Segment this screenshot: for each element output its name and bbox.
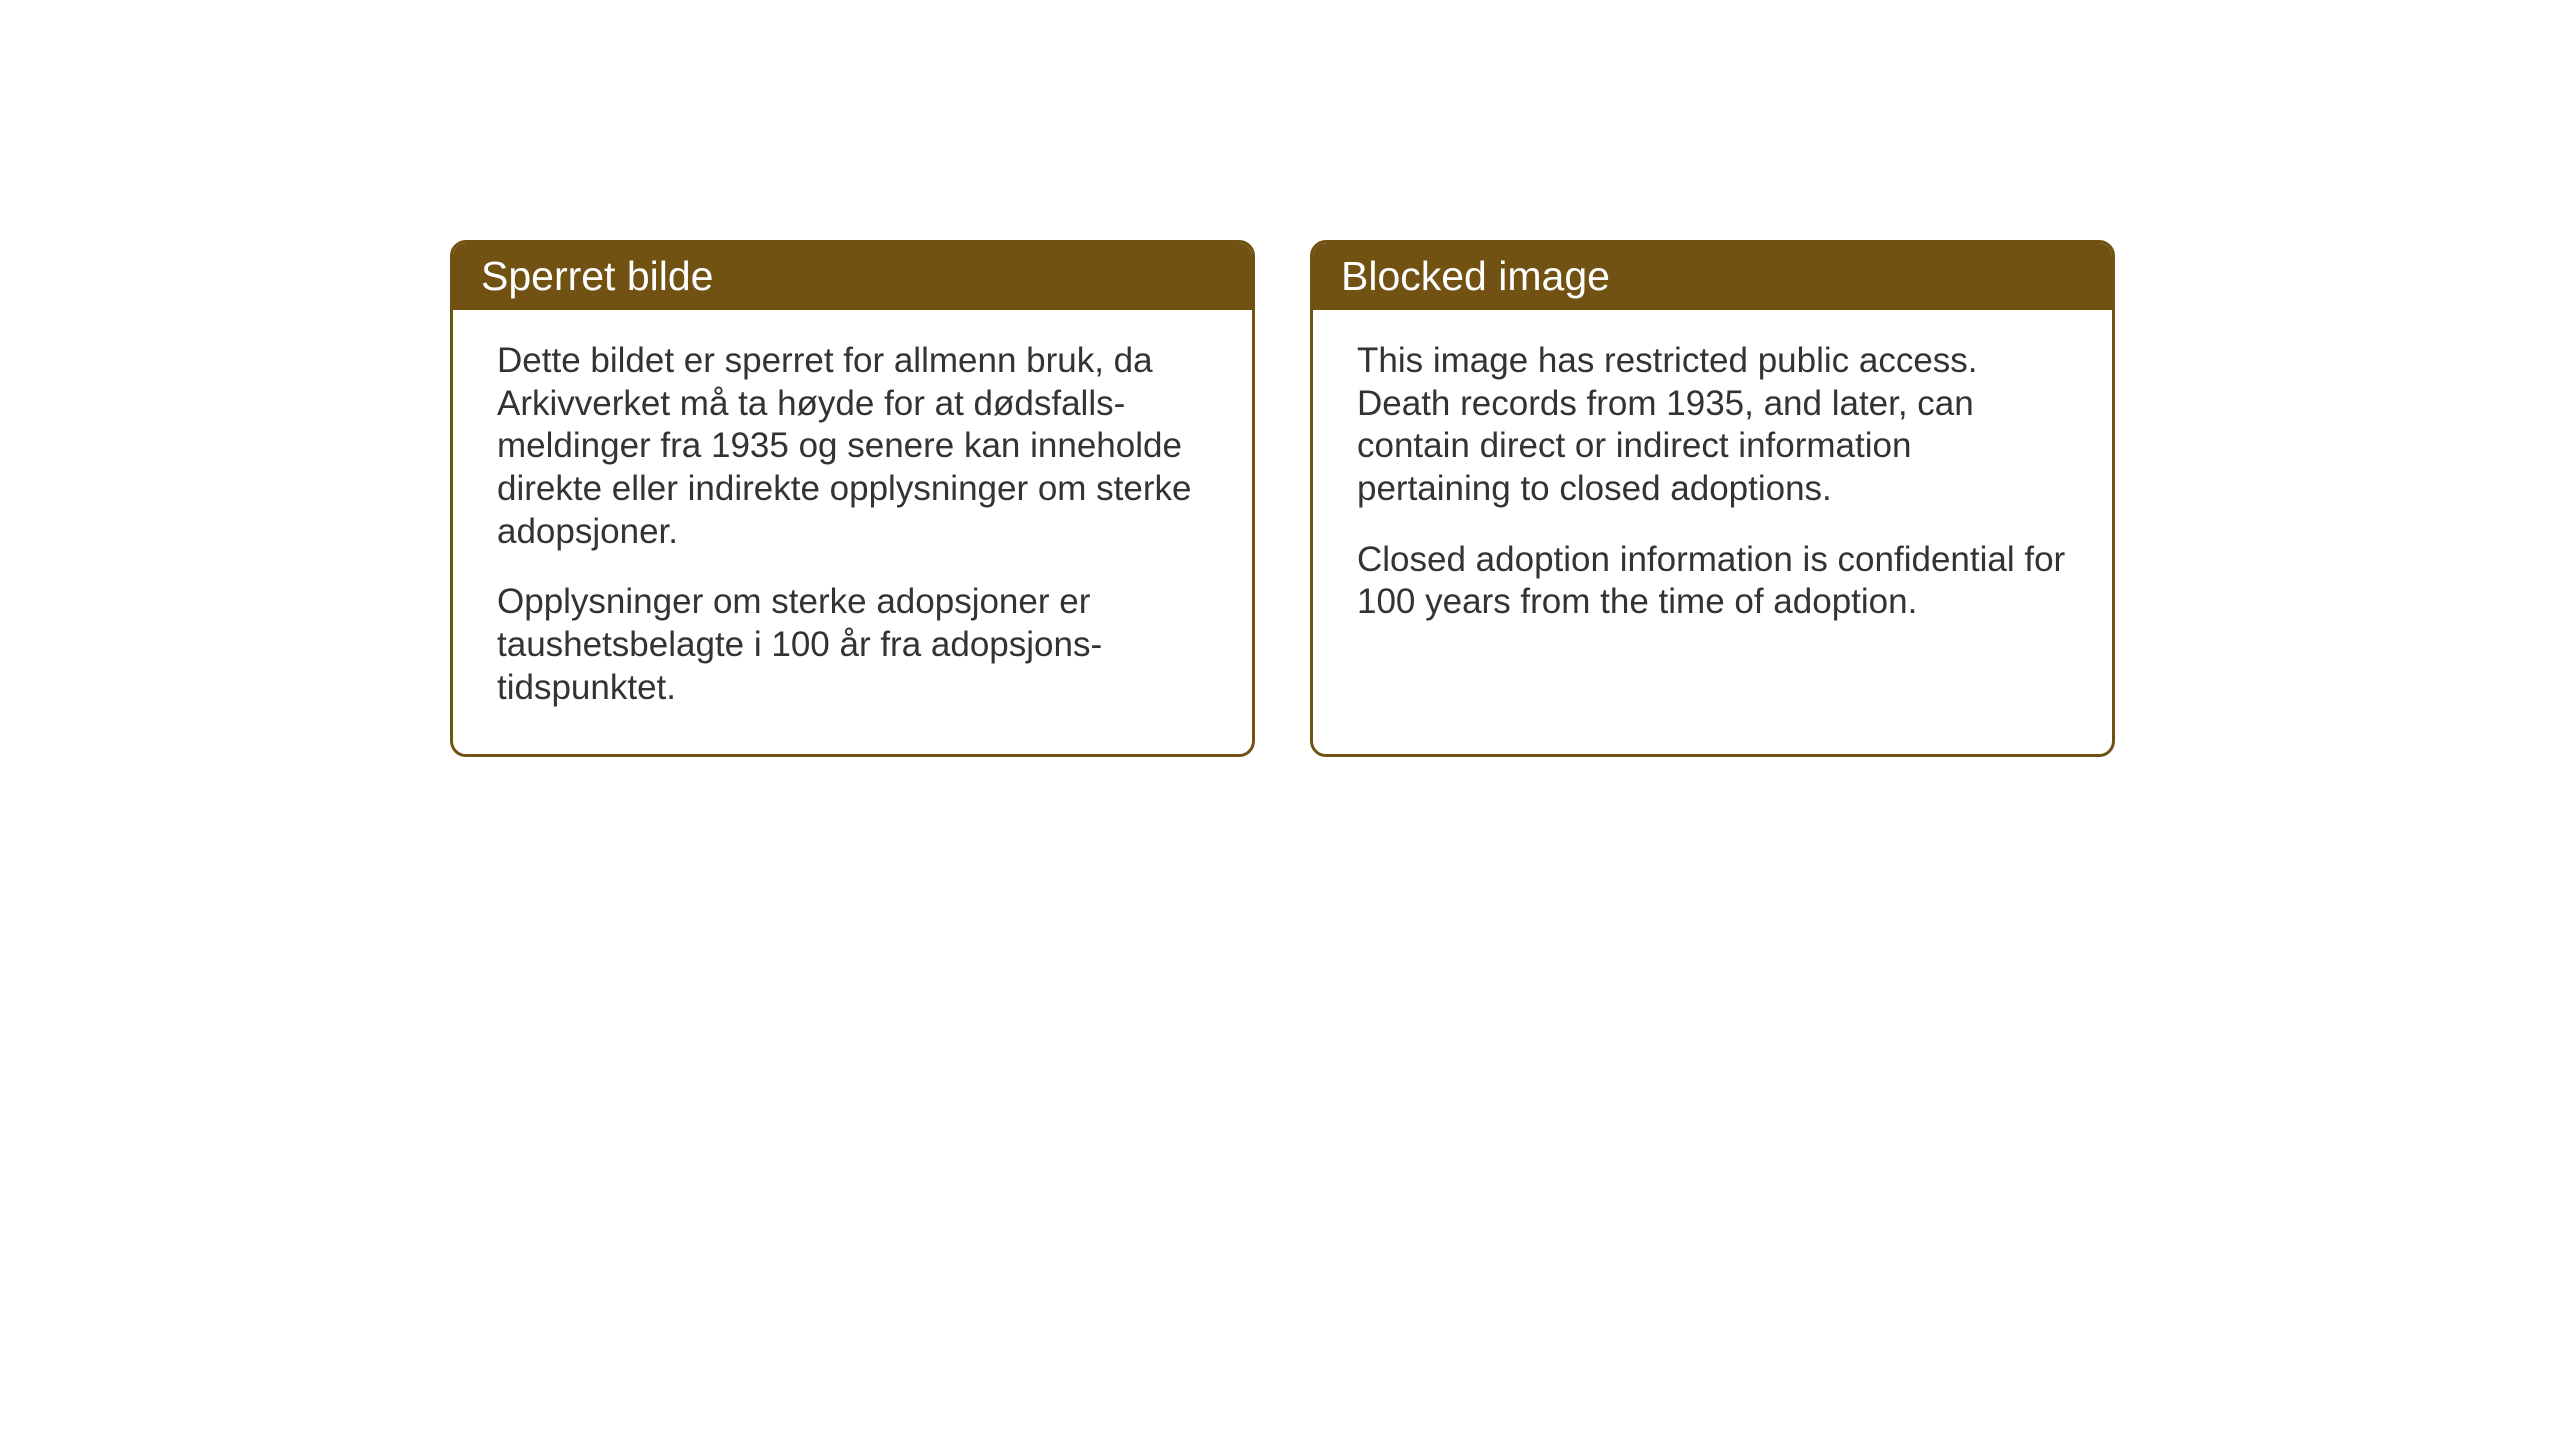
card-english: Blocked image This image has restricted …	[1310, 240, 2115, 757]
card-norwegian-para1: Dette bildet er sperret for allmenn bruk…	[497, 340, 1208, 553]
card-norwegian-para2: Opplysninger om sterke adopsjoner er tau…	[497, 581, 1208, 709]
card-english-body: This image has restricted public access.…	[1313, 310, 2112, 710]
card-norwegian: Sperret bilde Dette bildet er sperret fo…	[450, 240, 1255, 757]
cards-container: Sperret bilde Dette bildet er sperret fo…	[0, 0, 2560, 757]
card-norwegian-header: Sperret bilde	[453, 243, 1252, 310]
card-english-para2: Closed adoption information is confident…	[1357, 539, 2068, 624]
card-english-title: Blocked image	[1341, 253, 1610, 299]
card-norwegian-body: Dette bildet er sperret for allmenn bruk…	[453, 310, 1252, 754]
card-english-header: Blocked image	[1313, 243, 2112, 310]
card-english-para1: This image has restricted public access.…	[1357, 340, 2068, 511]
card-norwegian-title: Sperret bilde	[481, 253, 713, 299]
